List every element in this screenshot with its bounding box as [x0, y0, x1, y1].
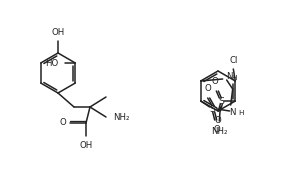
Text: O: O	[213, 125, 220, 134]
Text: Cl: Cl	[229, 56, 237, 65]
Text: N: N	[226, 71, 232, 80]
Text: OH: OH	[80, 141, 93, 150]
Text: HO: HO	[45, 58, 58, 67]
Text: NH₂: NH₂	[113, 112, 130, 121]
Text: O: O	[59, 117, 66, 126]
Text: H: H	[239, 110, 244, 116]
Text: S: S	[219, 96, 224, 105]
Text: S: S	[210, 104, 216, 113]
Text: N: N	[229, 108, 236, 117]
Text: NH₂: NH₂	[211, 127, 228, 136]
Text: OH: OH	[51, 28, 65, 37]
Text: O: O	[212, 77, 219, 86]
Text: O: O	[204, 84, 211, 93]
Text: H: H	[232, 75, 237, 81]
Text: O: O	[215, 116, 222, 125]
